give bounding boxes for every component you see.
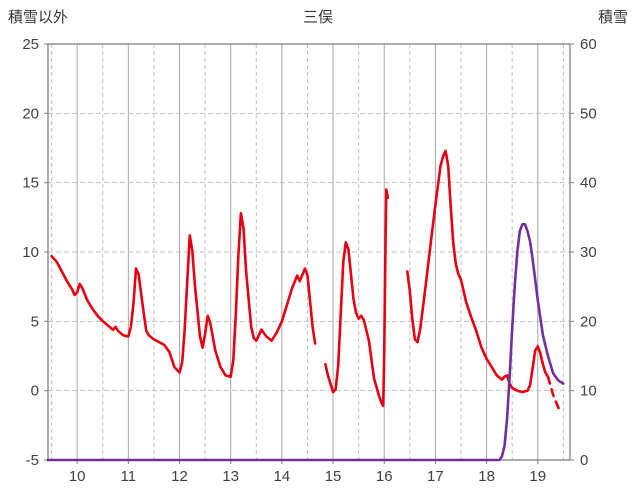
series-other-than-snow-line [546, 375, 563, 415]
right-tick-label: 30 [580, 244, 597, 261]
right-tick-label: 0 [580, 452, 588, 469]
left-tick-label: 10 [22, 244, 39, 261]
right-tick-label: 40 [580, 175, 597, 192]
left-axis-title: 積雪以外 [8, 9, 69, 26]
right-tick-label: 50 [580, 105, 597, 122]
left-tick-label: 0 [31, 383, 39, 400]
left-tick-label: 20 [22, 105, 39, 122]
left-tick-label: 5 [31, 313, 39, 330]
right-tick-label: 60 [580, 36, 597, 53]
chart-title: 三俣 [302, 9, 333, 26]
x-tick-label: 11 [121, 468, 137, 485]
left-tick-label: 15 [22, 175, 39, 192]
x-tick-label: 10 [69, 468, 86, 485]
x-tick-label: 14 [274, 468, 291, 485]
right-tick-label: 10 [580, 383, 597, 400]
x-tick-label: 16 [376, 468, 393, 485]
x-tick-label: 19 [529, 468, 546, 485]
right-axis-title: 積雪 [597, 9, 628, 26]
series-other-than-snow-line [406, 149, 550, 394]
x-tick-label: 13 [222, 468, 239, 485]
right-tick-label: 20 [580, 313, 597, 330]
x-tick-label: 15 [325, 468, 342, 485]
left-tick-label: 25 [22, 36, 39, 53]
x-tick-label: 18 [478, 468, 495, 485]
series-other-than-snow-line [50, 211, 317, 379]
x-tick-label: 17 [427, 468, 444, 485]
series-snow-depth-line [46, 223, 565, 462]
left-tick-label: -5 [26, 452, 39, 469]
series-other-than-snow-line [324, 188, 390, 408]
x-tick-label: 12 [171, 468, 188, 485]
